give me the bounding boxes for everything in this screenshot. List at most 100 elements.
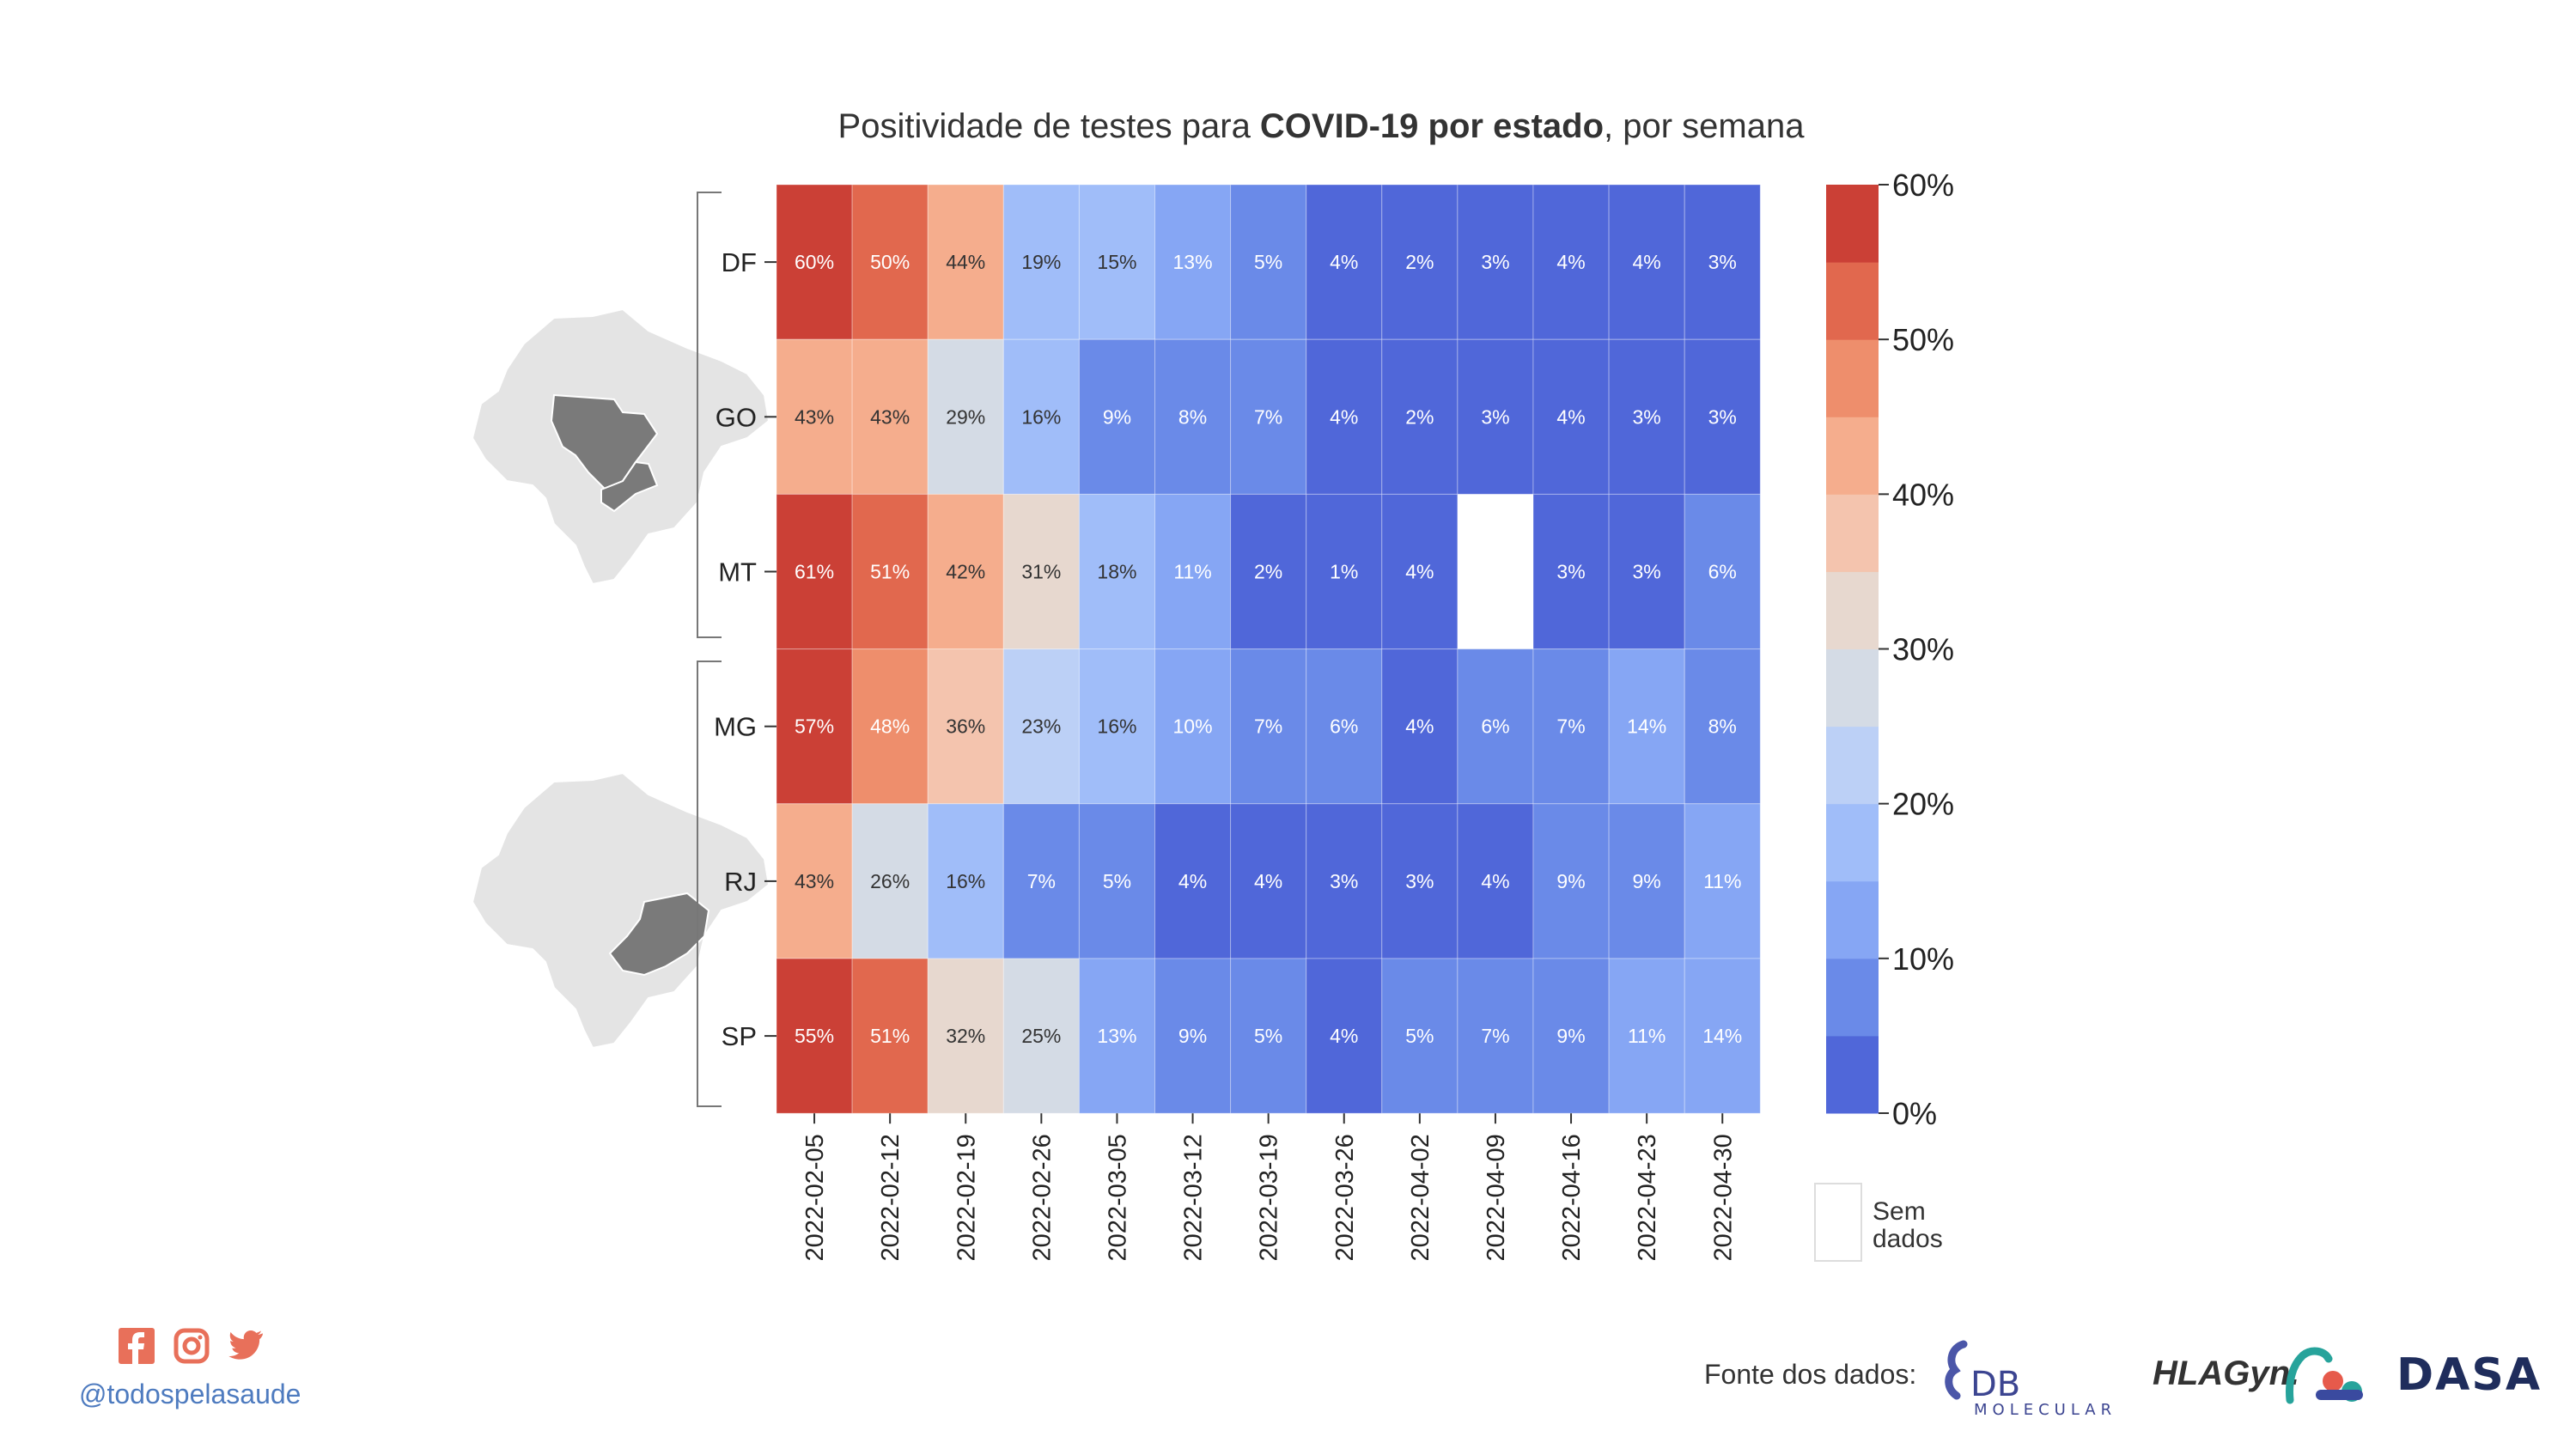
cell-value-label: 2%	[1405, 251, 1434, 273]
missing-legend-label-1: Sem	[1873, 1197, 1926, 1226]
cell-value-label: 6%	[1330, 715, 1358, 738]
missing-legend-swatch	[1814, 1183, 1862, 1262]
colorbar-tick-label: 50%	[1892, 322, 1954, 357]
cell-value-label: 11%	[1628, 1025, 1666, 1047]
colorbar-bin	[1826, 803, 1879, 882]
heatmap-cell	[851, 338, 929, 495]
cell-value-label: 3%	[1405, 870, 1434, 892]
cell-value-label: 3%	[1481, 405, 1509, 428]
data-source-label: Fonte dos dados:	[1704, 1359, 1917, 1390]
row-label: DF	[722, 247, 757, 277]
heatmap-cell	[1154, 493, 1232, 650]
heatmap-cell	[1381, 338, 1459, 495]
row-label: GO	[716, 402, 757, 432]
column-label: 2022-04-30	[1709, 1134, 1737, 1261]
colorbar-tick-label: 40%	[1892, 477, 1954, 512]
cell-value-label: 14%	[1702, 1025, 1742, 1047]
cell-value-label: 4%	[1633, 251, 1661, 273]
column-label: 2022-02-05	[801, 1134, 829, 1261]
column-label: 2022-04-09	[1483, 1134, 1510, 1261]
colorbar-bin	[1826, 648, 1879, 728]
cell-value-label: 4%	[1330, 405, 1358, 428]
heatmap-cell	[851, 184, 929, 340]
twitter-icon[interactable]	[228, 1328, 265, 1364]
heatmap-cell	[1684, 648, 1761, 805]
heatmap-cell	[1306, 958, 1383, 1114]
column-label: 2022-03-26	[1331, 1134, 1359, 1261]
cell-value-label: 4%	[1330, 251, 1358, 273]
hla-logo-text: HLAGyn.	[2153, 1355, 2299, 1392]
social-handle[interactable]: @todospelasaude	[79, 1379, 301, 1409]
cell-value-label: 2%	[1254, 561, 1282, 583]
colorbar-bin	[1826, 571, 1879, 649]
cell-value-label: 7%	[1254, 715, 1282, 738]
cell-value-label: 26%	[870, 870, 910, 892]
heatmap-cell	[1381, 803, 1459, 959]
cell-value-label: 44%	[946, 251, 985, 273]
colorbar-bin	[1826, 1035, 1879, 1114]
cell-value-label: 61%	[795, 561, 834, 583]
heatmap-cell	[1078, 958, 1156, 1114]
column-labels: 2022-02-05 2022-02-12 2022-02-19 2022-02-26…	[801, 1113, 1737, 1262]
cell-value-label: 3%	[1481, 251, 1509, 273]
heatmap-cell	[1078, 338, 1156, 495]
cell-value-label: 7%	[1556, 715, 1585, 738]
group-bracket-2	[697, 661, 722, 1107]
heatmap-cell	[1608, 648, 1685, 805]
cell-value-label: 11%	[1173, 561, 1211, 583]
heatmap-cell	[1078, 803, 1156, 959]
colorbar-tick-label: 10%	[1892, 941, 1954, 977]
heatmap-cell	[1306, 803, 1383, 959]
chart-title: Positividade de testes para COVID-19 por…	[0, 107, 2576, 146]
column-label: 2022-02-26	[1028, 1134, 1056, 1261]
colorbar-bin	[1826, 726, 1879, 805]
cell-value-label: 43%	[795, 405, 834, 428]
column-label: 2022-02-19	[953, 1134, 980, 1261]
column-label: 2022-03-19	[1256, 1134, 1283, 1261]
cell-value-label: 42%	[946, 561, 985, 583]
instagram-icon[interactable]	[174, 1328, 210, 1364]
cell-value-label: 8%	[1708, 715, 1737, 738]
cell-value-label: 7%	[1254, 405, 1282, 428]
title-prefix: Positividade de testes para	[837, 107, 1260, 145]
heatmap-cell	[1154, 958, 1232, 1114]
colorbar-bin	[1826, 417, 1879, 495]
cell-value-label: 5%	[1405, 1025, 1434, 1047]
cell-value-label: 6%	[1708, 561, 1737, 583]
cell-value-label: 5%	[1254, 251, 1282, 273]
cell-value-label: 3%	[1556, 561, 1585, 583]
heatmap-cell	[1078, 184, 1156, 340]
heatmap-cell	[1608, 803, 1685, 959]
heatmap-cell	[1457, 803, 1534, 959]
colorbar-bin	[1826, 339, 1879, 417]
cell-value-label: 3%	[1708, 251, 1737, 273]
heatmap-cell	[1306, 184, 1383, 340]
heatmap-cell	[851, 648, 929, 805]
cell-value-label: 9%	[1556, 870, 1585, 892]
heatmap-cell	[1230, 648, 1307, 805]
column-label: 2022-03-05	[1104, 1134, 1131, 1261]
cell-value-label: 19%	[1021, 251, 1061, 273]
cell-value-label: 4%	[1254, 870, 1282, 892]
column-label: 2022-02-12	[877, 1134, 904, 1261]
heatmap-cell	[1532, 958, 1610, 1114]
cell-value-label: 2%	[1405, 405, 1434, 428]
heatmap-cell	[1457, 184, 1534, 340]
heatmap-cell	[1306, 338, 1383, 495]
facebook-icon[interactable]	[119, 1328, 155, 1364]
dasa-logo: DASA	[2396, 1349, 2540, 1400]
title-bold: COVID-19 por estado	[1259, 107, 1604, 145]
heatmap-cell	[1230, 338, 1307, 495]
cell-value-label: 3%	[1708, 405, 1737, 428]
cell-value-label: 3%	[1633, 405, 1661, 428]
heatmap-cell	[1608, 493, 1685, 650]
heatmap-cell	[1002, 648, 1080, 805]
colorbar-bin	[1826, 494, 1879, 572]
cell-value-label: 16%	[1097, 715, 1136, 738]
cell-value-label: 16%	[946, 870, 985, 892]
heatmap-cell	[1608, 958, 1685, 1114]
cell-value-label: 4%	[1481, 870, 1509, 892]
heatmap-cell	[1230, 184, 1307, 340]
heatmap-cell	[1154, 184, 1232, 340]
title-suffix: , por semana	[1604, 107, 1805, 145]
